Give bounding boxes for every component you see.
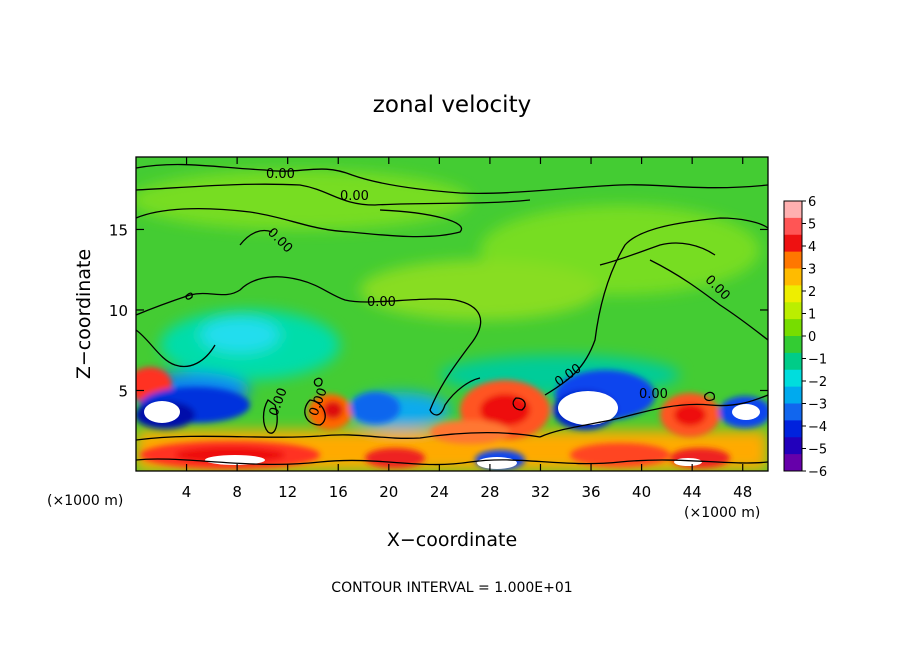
x-tick-label: 20: [379, 483, 398, 501]
y-tick-label: 10: [109, 302, 128, 320]
colorbar-swatch: [784, 369, 802, 388]
y-axis-label: Z−coordinate: [73, 249, 95, 379]
colorbar-swatch: [784, 386, 802, 404]
heatmap-field: [136, 157, 768, 471]
colorbar-tick-label: −5: [808, 443, 827, 458]
y-tick-label: 5: [118, 382, 128, 400]
colorbar-swatch: [784, 201, 802, 219]
x-tick-label: 12: [278, 483, 297, 501]
colorbar-tick-label: 4: [808, 240, 816, 255]
colorbar-swatch: [784, 352, 802, 371]
y-axis: 5 10 15: [109, 221, 768, 400]
colorbar-swatch: [784, 454, 802, 472]
x-tick-label: 4: [182, 483, 192, 501]
x-tick-label: 32: [531, 483, 550, 501]
x-tick-label: 8: [232, 483, 242, 501]
colorbar-tick-label: 2: [808, 285, 816, 300]
colorbar-tick-label: 0: [808, 330, 816, 345]
colorbar-tick-label: 5: [808, 218, 816, 233]
x-tick-label: 40: [632, 483, 651, 501]
chart-title: zonal velocity: [373, 92, 531, 118]
plot-frame: [135, 156, 769, 472]
x-tick-label: 44: [683, 483, 702, 501]
x-tick-label: 16: [329, 483, 348, 501]
x-tick-label: 24: [430, 483, 449, 501]
x-axis: 4 8 12 16 20 24 28 32 36 40 44 48: [182, 157, 752, 501]
x-units-right: (×1000 m): [684, 505, 760, 521]
colorbar-swatch: [784, 302, 802, 320]
contour-label: 0.00: [266, 167, 295, 182]
contour-interval-note: CONTOUR INTERVAL = 1.000E+01: [331, 580, 572, 596]
colorbar-swatch: [784, 285, 802, 303]
colorbar-swatch: [784, 420, 802, 438]
y-tick-label: 15: [109, 221, 128, 239]
colorbar-swatch: [784, 336, 802, 354]
colorbar-swatch: [784, 268, 802, 286]
colorbar: 6 5 4 3 2 1 0 −1 −2 −3 −4 −5 −6: [783, 195, 827, 480]
colorbar-tick-label: 6: [808, 195, 816, 210]
colorbar-swatch: [784, 437, 802, 455]
x-tick-label: 36: [581, 483, 600, 501]
x-tick-label: 28: [480, 483, 499, 501]
colorbar-tick-label: −3: [808, 398, 827, 413]
contour-label: 0.00: [340, 189, 369, 204]
colorbar-tick-label: −6: [808, 465, 827, 480]
colorbar-swatch: [784, 217, 802, 236]
x-axis-label: X−coordinate: [387, 529, 517, 551]
contour-label: 0.00: [367, 295, 396, 310]
x-tick-label: 48: [733, 483, 752, 501]
colorbar-tick-label: −2: [808, 375, 827, 390]
colorbar-tick-label: −1: [808, 353, 827, 368]
colorbar-tick-label: 3: [808, 263, 816, 278]
x-units-left: (×1000 m): [47, 493, 123, 509]
colorbar-swatch: [784, 319, 802, 337]
colorbar-swatch: [784, 251, 802, 269]
colorbar-swatch: [784, 234, 802, 253]
colorbar-swatch: [784, 403, 802, 421]
colorbar-tick-label: 1: [808, 308, 816, 323]
contour-lines: [136, 163, 768, 466]
colorbar-tick-label: −4: [808, 420, 827, 435]
contour-label: 0.00: [639, 387, 668, 402]
